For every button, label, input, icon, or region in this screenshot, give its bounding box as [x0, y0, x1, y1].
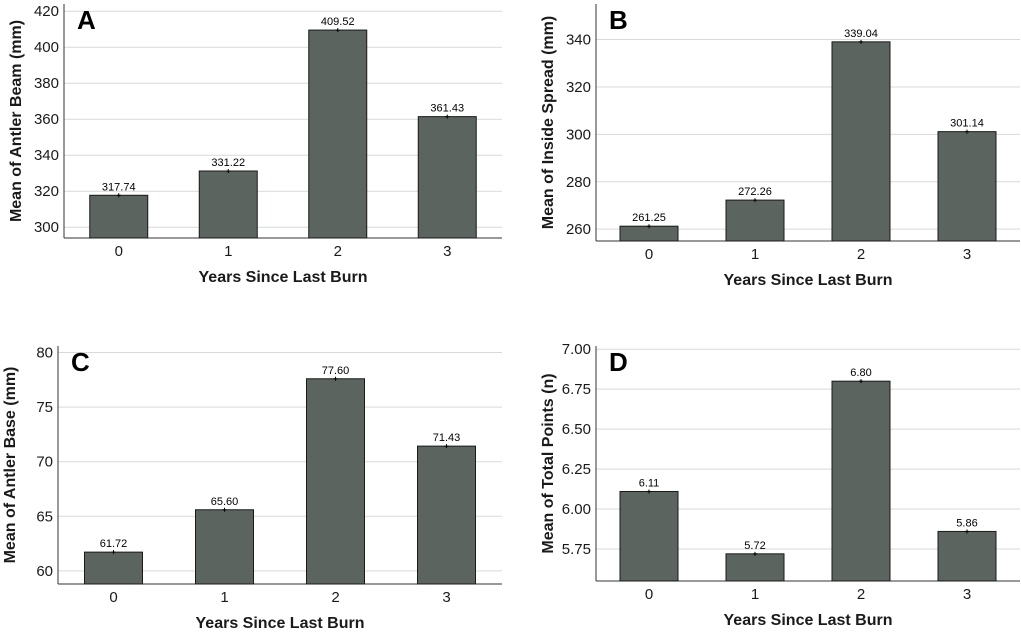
x-tick-label: 3 — [963, 586, 971, 603]
y-tick-label: 320 — [34, 183, 59, 200]
y-tick-label: 300 — [566, 126, 591, 143]
y-tick-label: 300 — [34, 219, 59, 236]
y-tick-label: 6.75 — [562, 381, 591, 398]
data-label: 409.52 — [321, 16, 355, 28]
data-label: 339.04 — [844, 28, 878, 40]
bar-3 — [937, 131, 997, 242]
x-axis-title: Years Since Last Burn — [199, 269, 368, 286]
chart-panel-a: 300 320 340 360 380 400 420 317.74 0 331.22 1 409.5… — [8, 3, 502, 286]
panel-letter: B — [609, 5, 628, 35]
y-tick-label: 80 — [36, 345, 53, 362]
panel-letter: A — [77, 5, 96, 35]
y-axis-title: Mean of Antler Beam (mm) — [8, 20, 25, 222]
y-tick-label: 6.50 — [562, 421, 591, 438]
bar-0 — [619, 490, 679, 582]
chart-panel-b: 260 280 300 320 340 261.25 0 272.26 1 339.04 2 301.… — [540, 4, 1020, 289]
y-tick-label: 60 — [36, 563, 53, 580]
y-tick-label: 420 — [34, 3, 59, 20]
y-axis-title: Mean of Total Points (n) — [540, 373, 557, 553]
bar-0 — [619, 225, 679, 242]
x-tick-label: 1 — [751, 246, 759, 263]
y-axis-title: Mean of Antler Base (mm) — [2, 367, 19, 564]
y-tick-label: 7.00 — [562, 341, 591, 358]
x-tick-label: 3 — [443, 243, 451, 260]
x-tick-label: 2 — [857, 246, 865, 263]
y-tick-label: 320 — [566, 79, 591, 96]
y-tick-label: 5.75 — [562, 541, 591, 558]
bar-3 — [417, 445, 476, 585]
x-tick-label: 0 — [645, 586, 653, 603]
data-label: 6.80 — [850, 367, 871, 379]
chart-panel-d: 5.75 6.00 6.25 6.50 6.75 7.00 6.11 0 5.72 1 6.80 2 5… — [540, 341, 1020, 629]
y-tick-label: 340 — [34, 147, 59, 164]
data-label: 361.43 — [430, 103, 464, 115]
data-label: 61.72 — [100, 538, 128, 550]
x-tick-label: 2 — [857, 586, 865, 603]
y-tick-label: 280 — [566, 174, 591, 191]
data-label: 6.11 — [639, 477, 660, 489]
x-tick-label: 1 — [751, 586, 759, 603]
bar-1 — [725, 199, 785, 242]
bar-0 — [84, 551, 143, 585]
data-label: 5.86 — [956, 517, 977, 529]
bar-2 — [308, 29, 368, 239]
bar-1 — [725, 553, 785, 582]
bar-3 — [937, 530, 997, 582]
y-tick-label: 360 — [34, 111, 59, 128]
data-label: 65.60 — [211, 496, 239, 508]
y-tick-label: 75 — [36, 399, 53, 416]
x-tick-label: 3 — [963, 246, 971, 263]
data-label: 261.25 — [632, 212, 666, 224]
y-tick-label: 380 — [34, 75, 59, 92]
x-axis-title: Years Since Last Burn — [196, 615, 365, 632]
x-tick-label: 0 — [109, 589, 117, 606]
x-tick-label: 1 — [224, 243, 232, 260]
x-tick-label: 0 — [645, 246, 653, 263]
data-label: 71.43 — [433, 432, 461, 444]
y-axis-title: Mean of Inside Spread (mm) — [540, 16, 557, 229]
y-tick-label: 70 — [36, 454, 53, 471]
x-tick-label: 2 — [334, 243, 342, 260]
x-axis-title: Years Since Last Burn — [724, 612, 893, 629]
panel-letter: C — [71, 347, 90, 377]
x-tick-label: 1 — [220, 589, 228, 606]
x-axis-title: Years Since Last Burn — [724, 272, 893, 289]
x-tick-label: 0 — [115, 243, 123, 260]
data-label: 317.74 — [102, 181, 136, 193]
bar-2 — [831, 380, 891, 582]
y-tick-label: 65 — [36, 508, 53, 525]
x-tick-label: 3 — [442, 589, 450, 606]
x-tick-label: 2 — [331, 589, 339, 606]
data-label: 301.14 — [950, 118, 984, 130]
data-label: 5.72 — [744, 540, 765, 552]
y-tick-label: 340 — [566, 32, 591, 49]
chart-panel-c: 60 65 70 75 80 61.72 0 65.60 1 77.60 2 71.43 3 Years … — [2, 345, 502, 632]
panel-letter: D — [609, 347, 628, 377]
y-tick-label: 6.25 — [562, 461, 591, 478]
data-label: 272.26 — [738, 186, 772, 198]
bar-0 — [89, 194, 149, 239]
y-tick-label: 400 — [34, 39, 59, 56]
bar-3 — [417, 116, 477, 239]
y-tick-label: 6.00 — [562, 501, 591, 518]
y-tick-label: 260 — [566, 221, 591, 238]
bar-1 — [198, 170, 258, 239]
bar-2 — [831, 41, 891, 242]
bar-2 — [306, 378, 365, 585]
bar-1 — [195, 509, 254, 585]
data-label: 331.22 — [211, 157, 245, 169]
data-label: 77.60 — [322, 365, 350, 377]
